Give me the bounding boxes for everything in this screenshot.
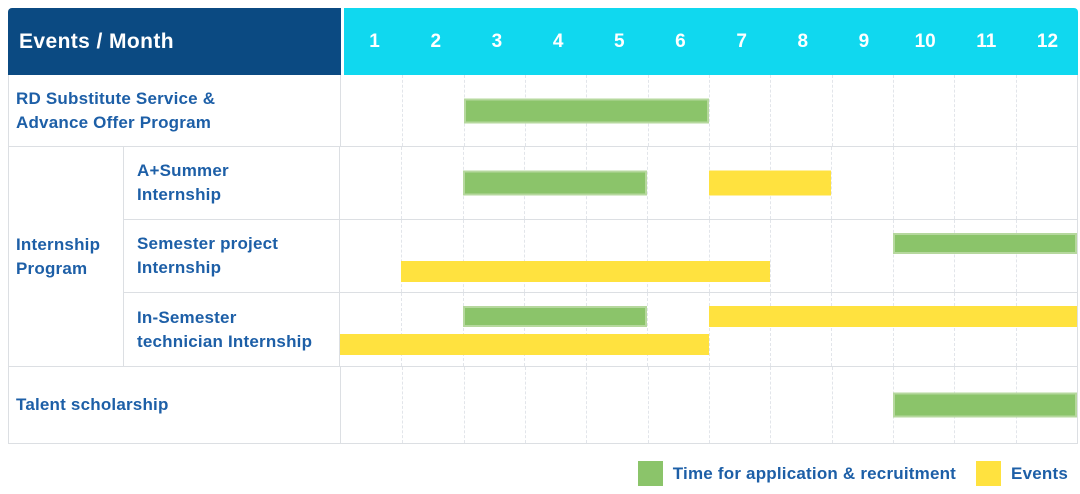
month-header-cell: 7: [736, 30, 747, 52]
month-gridline: [831, 367, 833, 443]
month-gridline: [831, 75, 833, 146]
month-gridline: [709, 75, 710, 146]
row-a-plus-summer-internship: A+Summer Internship: [124, 147, 1077, 220]
row-bars-area: [341, 75, 1077, 146]
row-bars-area: [340, 147, 1077, 219]
row-label: RD Substitute Service & Advance Offer Pro…: [9, 75, 341, 146]
group-subrows: A+Summer Internship Semester project Inter…: [124, 147, 1077, 366]
row-label: A+Summer Internship: [124, 147, 340, 219]
month-header-cell: 2: [430, 30, 442, 52]
event-bar: [401, 261, 770, 282]
month-header-cell: 3: [491, 30, 503, 52]
row-label: In-Semester technician Internship: [124, 293, 340, 366]
event-bar: [340, 334, 709, 355]
month-header-cell: 8: [797, 30, 809, 52]
month-gridline: [709, 367, 710, 443]
month-gridline: [402, 75, 404, 146]
month-header-cell: 6: [675, 30, 686, 52]
month-header-cell: 5: [613, 30, 625, 52]
month-gridline: [647, 293, 649, 366]
month-gridline: [524, 293, 526, 366]
month-gridline: [463, 367, 465, 443]
row-label: Talent scholarship: [9, 367, 341, 443]
month-gridline: [1015, 75, 1017, 146]
month-gridline: [708, 220, 710, 292]
month-gridline: [893, 75, 894, 146]
month-gridline: [708, 293, 710, 366]
row-in-semester-technician-internship: In-Semester technician Internship: [124, 293, 1077, 366]
month-gridline: [769, 293, 771, 366]
row-bars-area: [340, 220, 1077, 292]
month-gridline: [831, 220, 833, 292]
month-gridline: [401, 293, 403, 366]
month-gridline: [647, 147, 649, 219]
month-gridline: [770, 367, 772, 443]
month-gridline: [462, 220, 464, 292]
legend-label: Time for application & recruitment: [672, 463, 957, 483]
month-gridline: [831, 147, 833, 219]
table-title: Events / Month: [8, 8, 341, 75]
recruitment-bar: [462, 306, 648, 327]
month-header-cells: 1 2 3 4 5 6 7 8 9 10 11 12: [344, 8, 1078, 75]
month-gridline: [954, 220, 956, 292]
recruitment-bar: [463, 98, 709, 123]
month-gridline: [585, 220, 587, 292]
table-body: RD Substitute Service & Advance Offer Pro…: [8, 75, 1078, 444]
month-gridline: [1015, 147, 1017, 219]
month-gridline: [525, 367, 526, 443]
month-header-cell: 1: [369, 30, 380, 52]
month-gridline: [402, 367, 404, 443]
legend-item-recruitment: Time for application & recruitment: [637, 461, 957, 486]
recruitment-bar: [462, 170, 648, 196]
month-gridline: [954, 75, 956, 146]
month-gridline: [892, 293, 894, 366]
legend: Time for application & recruitment Event…: [0, 461, 1068, 486]
recruitment-bar: [892, 233, 1077, 254]
month-gridline: [585, 293, 587, 366]
month-gridline: [831, 293, 833, 366]
row-semester-project-internship: Semester project Internship: [124, 220, 1077, 293]
month-gridline: [770, 75, 772, 146]
events-month-table: Events / Month 1 2 3 4 5 6 7 8 9 10 11 12 RD Substi…: [8, 8, 1078, 444]
month-gridline: [769, 220, 771, 292]
recruitment-swatch-icon: [637, 461, 663, 486]
month-gridline: [954, 293, 956, 366]
row-label: Semester project Internship: [124, 220, 340, 292]
month-header-cell: 4: [552, 30, 564, 52]
month-gridline: [892, 147, 894, 219]
month-gridline: [462, 293, 464, 366]
month-gridline: [647, 367, 649, 443]
row-talent-scholarship: Talent scholarship: [9, 367, 1077, 444]
event-bar: [708, 170, 832, 196]
month-gridline: [954, 147, 956, 219]
recruitment-bar: [893, 392, 1077, 418]
month-gridline: [401, 220, 403, 292]
legend-item-events: Events: [976, 461, 1068, 486]
month-gridline: [647, 220, 649, 292]
table-header-row: Events / Month 1 2 3 4 5 6 7 8 9 10 11 12: [8, 8, 1078, 75]
month-gridline: [401, 147, 403, 219]
month-gridline: [892, 220, 894, 292]
legend-label: Events: [1011, 463, 1068, 483]
row-bars-area: [341, 367, 1077, 443]
group-label: Internship Program: [9, 147, 124, 366]
month-header-cell: 11: [976, 30, 997, 52]
month-gridline: [1015, 220, 1017, 292]
row-group-internship-program: Internship Program A+Summer Internship Sem…: [9, 147, 1077, 367]
row-bars-area: [340, 293, 1077, 366]
month-header-cell: 10: [914, 30, 936, 52]
month-gridline: [524, 220, 526, 292]
month-header-cell: 9: [858, 30, 870, 52]
month-gridline: [586, 367, 588, 443]
row-rd-substitute-service: RD Substitute Service & Advance Offer Pro…: [9, 75, 1077, 147]
month-header-cell: 12: [1036, 30, 1059, 52]
events-swatch-icon: [976, 461, 1002, 486]
month-gridline: [1015, 293, 1017, 366]
event-bar: [708, 306, 1077, 327]
